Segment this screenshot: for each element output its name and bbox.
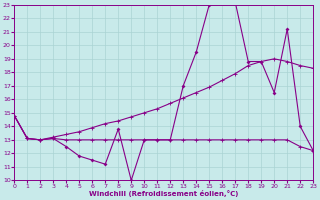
- X-axis label: Windchill (Refroidissement éolien,°C): Windchill (Refroidissement éolien,°C): [89, 190, 238, 197]
